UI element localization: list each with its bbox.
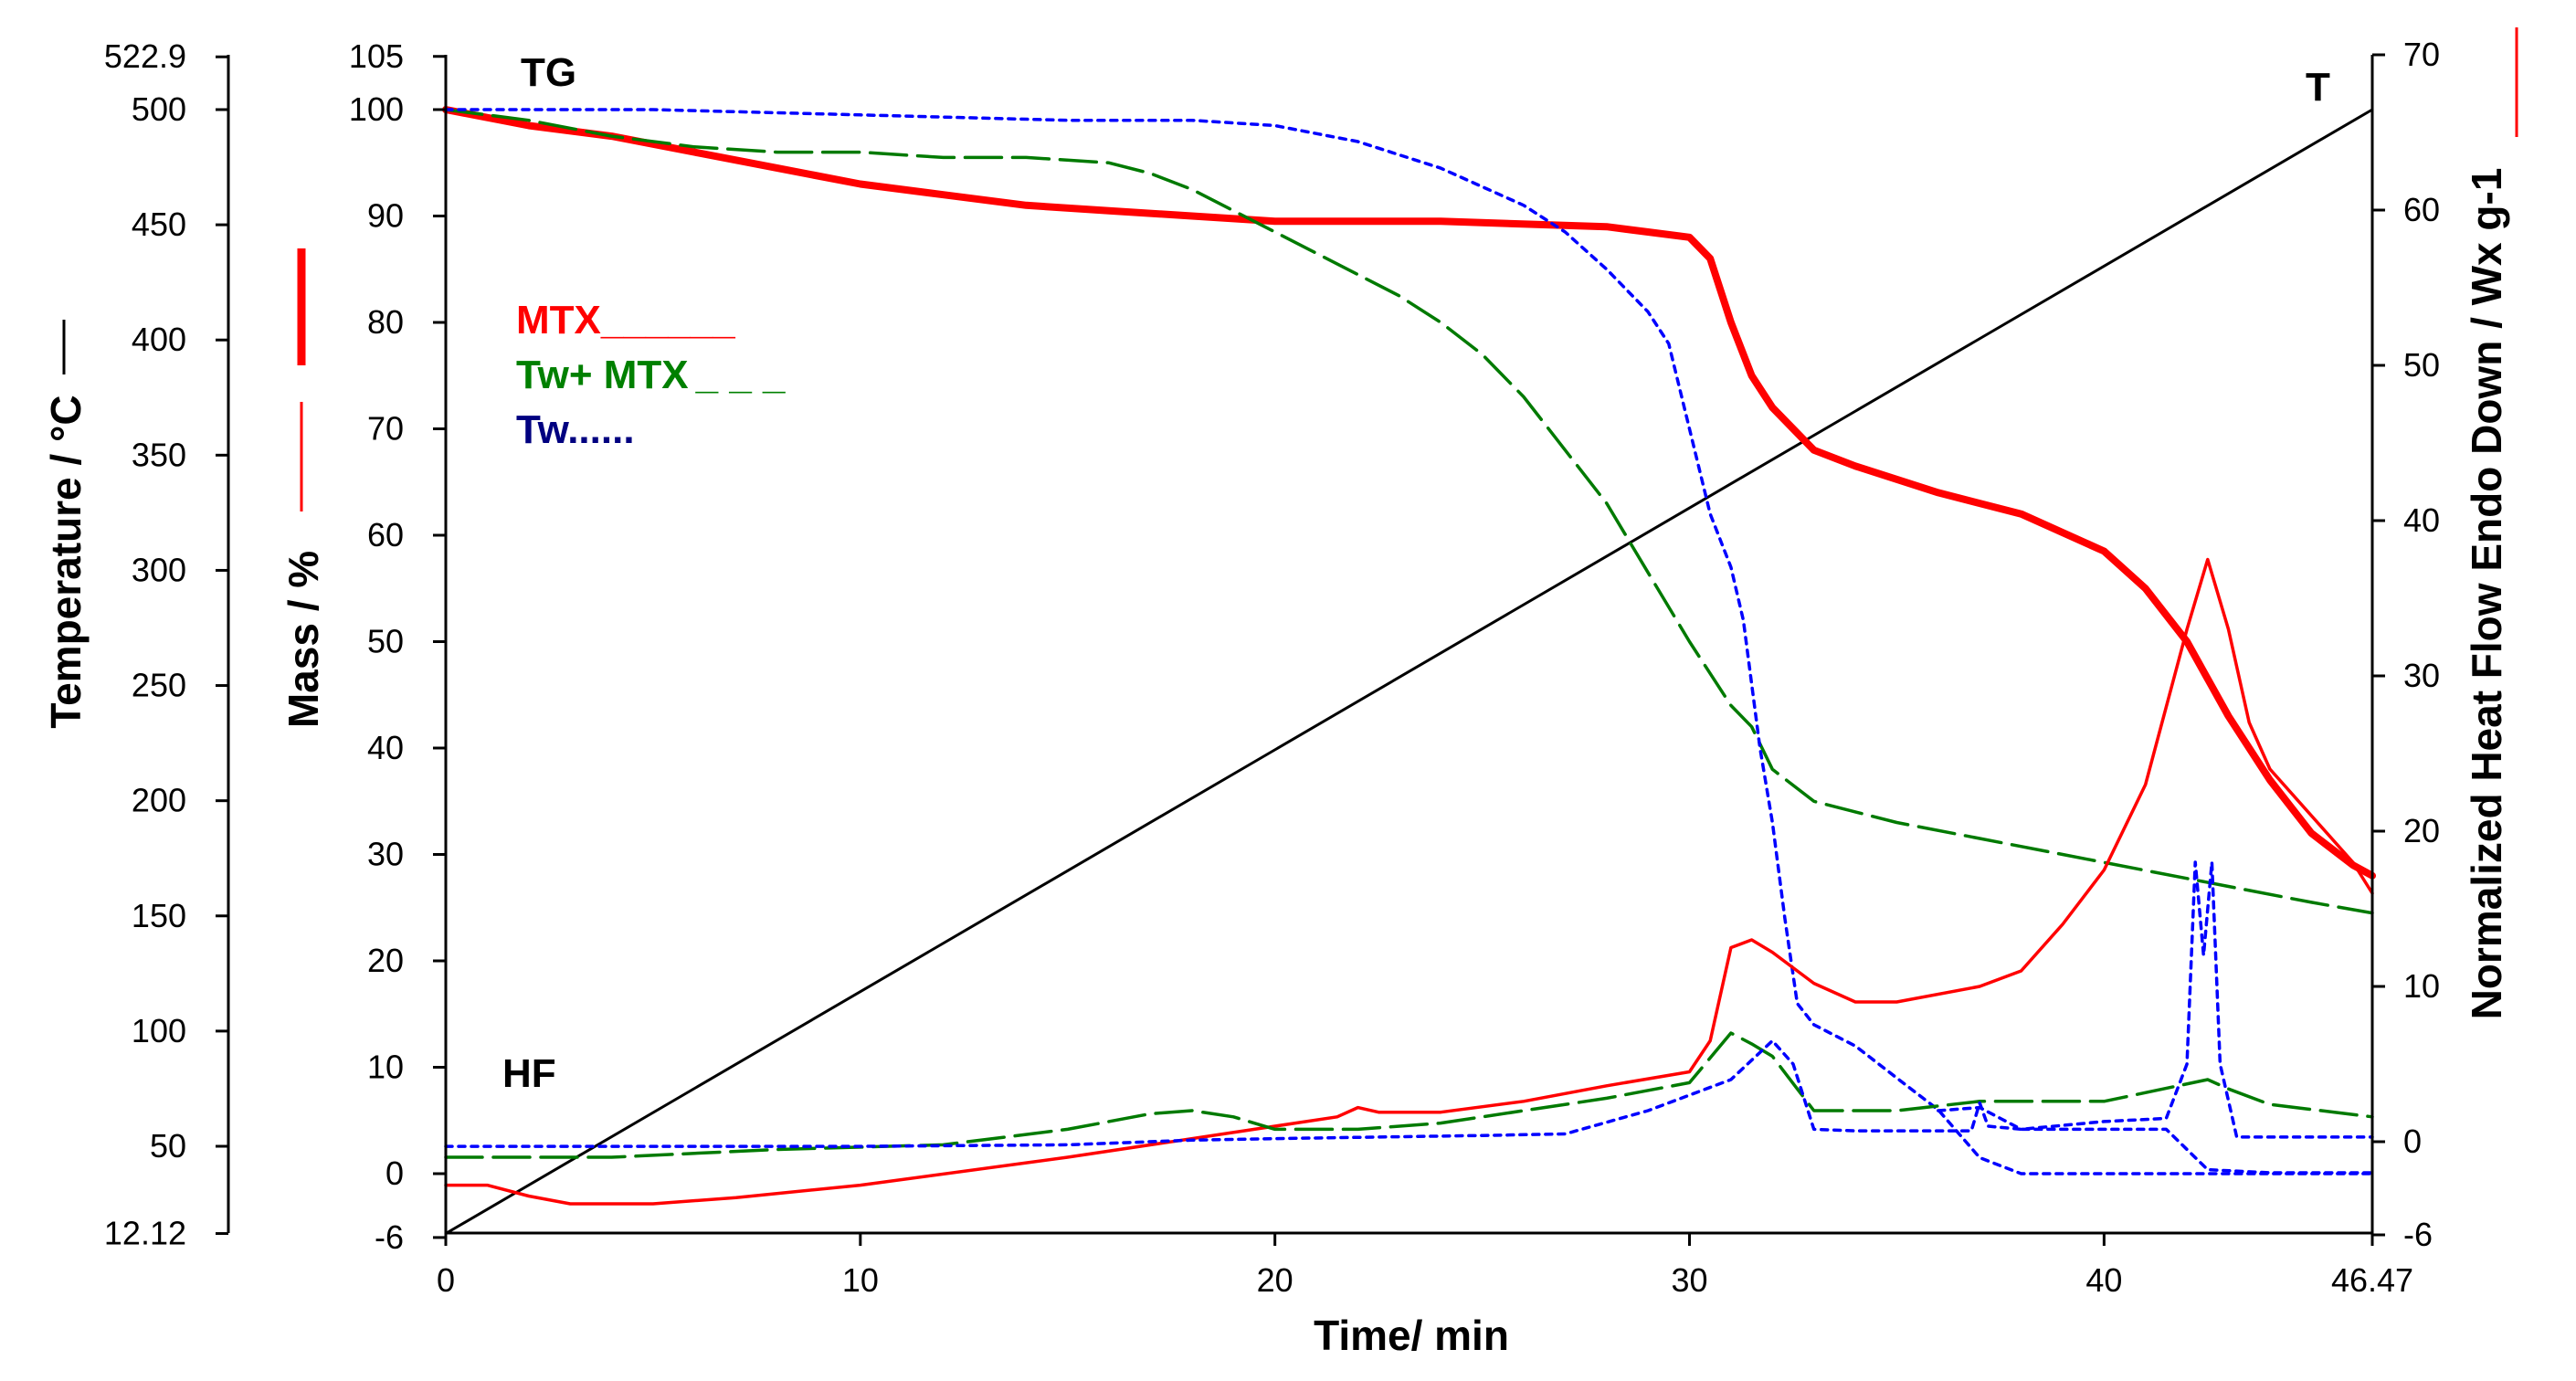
mass-axis-label: Mass / % bbox=[280, 551, 327, 728]
heat-flow-axis-label: Normalized Heat Flow Endo Down / Wx g-1 bbox=[2463, 168, 2510, 1020]
annotation-hf: HF bbox=[502, 1051, 556, 1096]
x-tick-label: 10 bbox=[842, 1261, 879, 1299]
temperature-tick-label: 200 bbox=[132, 782, 186, 819]
legend-label-mtx: MTX______ bbox=[516, 298, 735, 343]
x-axis-label: Time/ min bbox=[1314, 1312, 1509, 1359]
heat-flow-tick-label: 30 bbox=[2403, 657, 2440, 694]
temperature-tick-label: 250 bbox=[132, 667, 186, 704]
mass-tick-label: -6 bbox=[375, 1218, 404, 1256]
temperature-tick-label: 400 bbox=[132, 321, 186, 358]
series-tw-tg bbox=[444, 108, 2374, 1175]
mass-tick-label: 100 bbox=[349, 90, 404, 128]
legend: MTX______ Tw+ MTX _ _ _ Tw...... bbox=[516, 298, 786, 452]
axes-layer: 522.95004504003503002502001501005012.121… bbox=[104, 36, 2440, 1299]
temperature-tick-label: 300 bbox=[132, 551, 186, 588]
mass-tick-label: 90 bbox=[367, 197, 404, 235]
temperature-tick-label: 100 bbox=[132, 1012, 186, 1049]
temperature-tick-label: 12.12 bbox=[104, 1215, 186, 1252]
x-tick-label: 40 bbox=[2085, 1261, 2122, 1299]
annotation-tg: TG bbox=[521, 50, 576, 95]
heat-flow-tick-label: 70 bbox=[2403, 36, 2440, 73]
mass-tick-label: 40 bbox=[367, 729, 404, 766]
x-tick-label: 20 bbox=[1257, 1261, 1293, 1299]
series-tw-hf-lower bbox=[1937, 1105, 2374, 1175]
heat-flow-tick-label: 20 bbox=[2403, 812, 2440, 849]
series-layer bbox=[442, 106, 2376, 1235]
x-tick-label: 30 bbox=[1672, 1261, 1708, 1299]
series-tw-mtx-hf bbox=[444, 1031, 2374, 1159]
mass-tick-label: 60 bbox=[367, 516, 404, 553]
series-t bbox=[444, 108, 2374, 1235]
heat-flow-tick-label: 0 bbox=[2403, 1123, 2422, 1160]
mass-tick-label: 10 bbox=[367, 1049, 404, 1086]
mass-tick-label: 50 bbox=[367, 623, 404, 660]
series-tw-mtx-tg bbox=[444, 108, 2374, 915]
temperature-tick-label: 522.9 bbox=[104, 37, 186, 75]
mass-tick-label: 0 bbox=[385, 1154, 404, 1192]
mass-tick-label: 30 bbox=[367, 836, 404, 873]
temperature-axis-label: Temperature / °C bbox=[42, 395, 90, 728]
temperature-tick-label: 150 bbox=[132, 897, 186, 934]
legend-label-tw-mtx: Tw+ MTX _ _ _ bbox=[516, 353, 786, 397]
legend-label-tw: Tw...... bbox=[516, 407, 635, 452]
temperature-tick-label: 50 bbox=[150, 1127, 186, 1165]
heat-flow-tick-label: 10 bbox=[2403, 967, 2440, 1005]
heat-flow-tick-label: 50 bbox=[2403, 346, 2440, 384]
series-mtx-hf bbox=[444, 557, 2374, 1206]
heat-flow-tick-label: 60 bbox=[2403, 191, 2440, 228]
mass-tick-label: 80 bbox=[367, 303, 404, 341]
heat-flow-tick-label: 40 bbox=[2403, 501, 2440, 539]
temperature-tick-label: 450 bbox=[132, 206, 186, 243]
temperature-tick-label: 500 bbox=[132, 90, 186, 128]
mass-tick-label: 20 bbox=[367, 942, 404, 979]
temperature-tick-label: 350 bbox=[132, 436, 186, 473]
series-mtx-tg bbox=[442, 106, 2376, 880]
mass-tick-label: 105 bbox=[349, 37, 404, 75]
annotation-t: T bbox=[2306, 65, 2330, 110]
mass-tick-label: 70 bbox=[367, 410, 404, 448]
x-tick-label: 46.47 bbox=[2331, 1261, 2413, 1299]
heat-flow-tick-label: -6 bbox=[2403, 1216, 2433, 1253]
x-tick-label: 0 bbox=[437, 1261, 455, 1299]
series-tw-hf bbox=[444, 860, 2374, 1148]
